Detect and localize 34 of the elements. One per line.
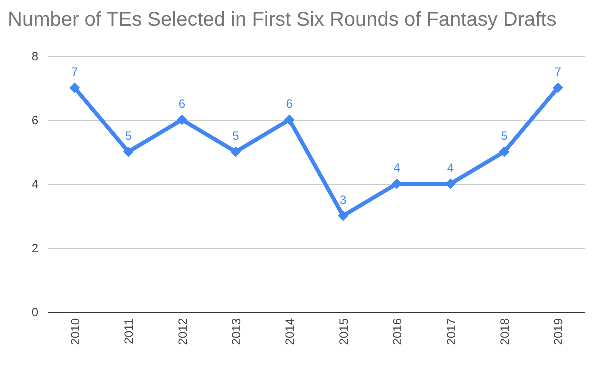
x-tick-label: 2014 [283, 318, 298, 346]
y-tick-label: 4 [32, 178, 39, 192]
y-tick-label: 6 [32, 114, 39, 128]
y-tick-label: 2 [32, 242, 39, 256]
point [552, 82, 564, 94]
data-label: 5 [232, 129, 240, 143]
point [123, 146, 134, 158]
data-label: 6 [178, 97, 186, 111]
point [177, 114, 188, 126]
point [499, 146, 510, 158]
chart-title: Number of TEs Selected in First Six Rounds of Fantasy Drafts [8, 9, 557, 31]
x-tick-label: 2010 [68, 318, 82, 346]
x-tick-label: 2012 [176, 318, 190, 346]
data-label: 7 [72, 65, 79, 79]
point [338, 210, 349, 222]
x-tick-label: 2019 [552, 318, 566, 346]
point [230, 146, 242, 158]
y-tick-label: 8 [32, 50, 39, 64]
data-label: 3 [340, 193, 348, 207]
point [284, 114, 295, 126]
data-label: 5 [501, 129, 508, 143]
x-tick-label: 2018 [498, 318, 512, 346]
x-tick-label: 2017 [444, 318, 458, 346]
x-tick-label: 2013 [229, 318, 244, 346]
data-label: 6 [286, 97, 294, 111]
point [70, 82, 80, 94]
data-label: 4 [447, 161, 454, 175]
x-tick-label: 2016 [390, 318, 405, 346]
x-tick-label: 2011 [122, 318, 136, 344]
data-label: 7 [554, 65, 562, 79]
y-tick-label: 0 [32, 306, 39, 320]
data-label: 5 [125, 129, 132, 143]
data-label: 4 [394, 161, 401, 175]
x-tick-label: 2015 [336, 318, 351, 346]
